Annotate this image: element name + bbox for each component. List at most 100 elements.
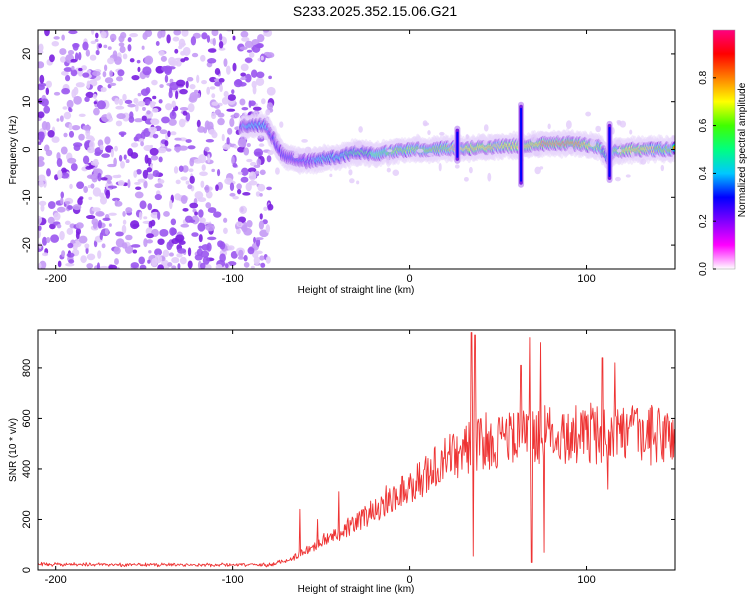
noise-blob [174,137,182,141]
noise-blob [263,206,268,212]
noise-blob [41,121,48,131]
noise-blob [112,197,120,202]
colorbar-ticks: 0.0 0.2 0.4 0.6 0.8 [698,70,716,276]
noise-blob [198,209,204,218]
noise-blob [207,58,217,64]
noise-blob [247,167,257,173]
noise-blob [182,207,189,212]
noise-blob [114,258,119,265]
noise-blob [106,112,112,120]
noise-blob [208,128,216,135]
noise-blob [157,264,165,269]
ridge-noise [356,180,360,185]
noise-blob [151,108,159,113]
noise-blob [266,86,276,96]
x-tick-label: -200 [45,574,67,586]
noise-blob [158,99,163,104]
noise-blob [102,217,111,221]
noise-blob [267,203,274,211]
noise-blob [164,140,169,147]
noise-blob [219,253,226,263]
noise-blob [159,129,168,135]
noise-blob [38,111,45,119]
noise-blob [169,78,174,83]
noise-blob [202,256,210,265]
noise-blob [67,50,75,55]
ridge-noise [275,167,280,175]
noise-blob [158,50,165,56]
noise-blob [150,102,156,109]
noise-blob [166,148,172,152]
noise-blob [132,249,138,254]
noise-blob [116,76,123,82]
noise-blob [211,93,216,99]
ridge-noise [601,157,606,164]
noise-blob [90,183,95,189]
noise-blob [38,215,42,225]
x-tick-label: 0 [407,273,413,285]
noise-blob [119,45,126,54]
noise-blob [175,148,180,153]
ridge-noise [487,172,492,182]
noise-blob [260,262,266,268]
noise-blob [66,227,74,235]
snr-series-line [38,332,675,568]
noise-blob [89,140,95,150]
noise-blob [187,145,196,150]
noise-blob [38,229,41,239]
ridge-noise [463,176,469,182]
noise-blob [70,58,77,63]
noise-blob [137,178,146,183]
noise-blob [196,119,201,128]
noise-blob [91,207,101,212]
noise-blob [97,250,102,259]
noise-blob [90,30,95,35]
noise-blob [100,31,107,39]
noise-blob [254,170,260,175]
noise-blob [205,202,212,209]
noise-blob [176,253,183,258]
noise-blob [209,86,216,90]
ridge-noise [465,134,469,140]
noise-blob [169,111,177,120]
noise-blob [252,106,262,111]
noise-blob [78,71,83,77]
noise-blob [39,134,44,143]
noise-blob [142,169,149,179]
noise-blob [94,151,102,157]
noise-blob [42,236,48,246]
colorbar-tick-label: 0.0 [698,262,709,276]
noise-blob [46,168,51,177]
noise-blob [259,213,263,220]
noise-blob [178,145,188,151]
noise-blob [248,171,257,181]
noise-blob [140,88,150,97]
noise-blob [66,252,75,258]
noise-blob [53,212,61,221]
noise-blob [122,93,127,101]
noise-blob [211,112,217,120]
noise-blob [90,160,100,166]
noise-blob [131,74,140,81]
noise-blob [256,71,265,79]
noise-blob [60,146,68,155]
noise-blob [198,154,207,164]
ridge-noise [629,129,633,135]
noise-blob [218,33,223,41]
noise-blob [205,138,215,143]
noise-blob [103,44,108,49]
noise-blob [253,236,257,244]
ridge-noise [585,111,592,117]
noise-blob [68,130,75,138]
noise-blob [163,211,170,217]
noise-blob [75,231,80,240]
x-tick-label: -100 [222,574,244,586]
noise-blob [137,66,141,73]
noise-blob [65,262,75,267]
noise-blob [241,224,248,233]
noise-blob [173,30,182,36]
noise-blob [221,96,229,105]
noise-blob [159,229,169,237]
noise-blob [113,246,121,255]
noise-blob [148,126,157,133]
